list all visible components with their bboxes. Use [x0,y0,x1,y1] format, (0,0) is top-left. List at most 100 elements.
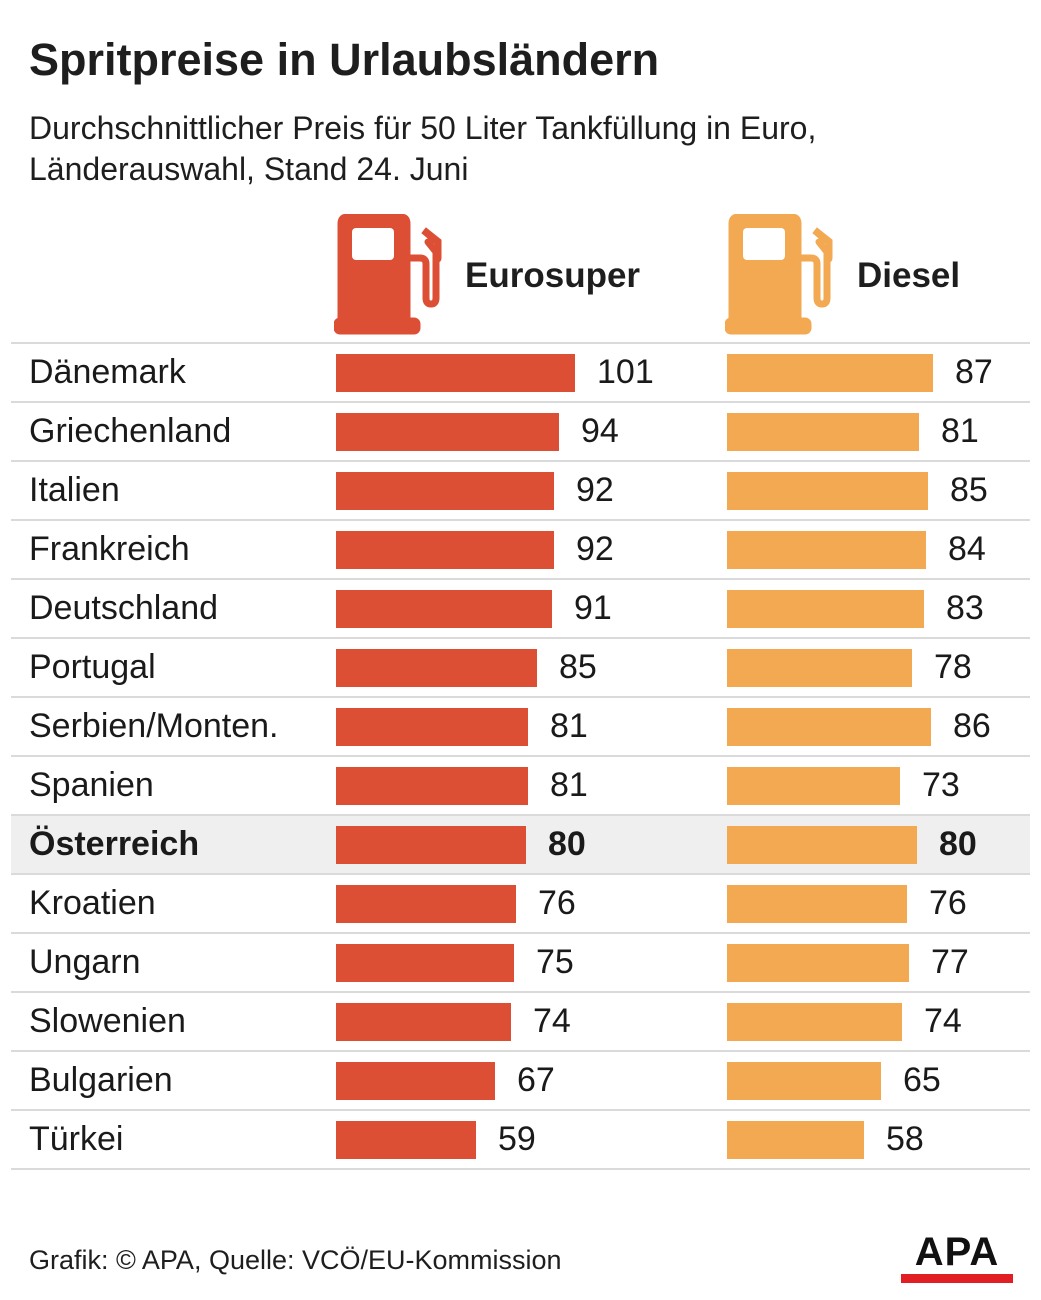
pump-hose [406,238,440,308]
category-label: Deutschland [29,589,219,627]
bar-eurosuper [336,708,528,746]
bar-diesel [727,413,919,451]
value-label-diesel: 84 [948,530,986,568]
chart-row: Österreich 80 80 [11,814,1030,873]
value-label-eurosuper: 74 [533,1002,571,1040]
bar-diesel [727,944,909,982]
value-label-eurosuper: 59 [498,1120,536,1158]
chart-row: Serbien/Monten. 81 86 [11,696,1030,755]
value-label-diesel: 81 [941,412,979,450]
category-label: Slowenien [29,1002,186,1040]
value-label-diesel: 80 [939,825,977,863]
category-label: Serbien/Monten. [29,707,279,745]
value-label-eurosuper: 94 [581,412,619,450]
bar-diesel [727,1003,902,1041]
value-label-diesel: 87 [955,353,993,391]
chart-row: Bulgarien 67 65 [11,1050,1030,1109]
chart-subtitle: Durchschnittlicher Preis für 50 Liter Ta… [29,110,817,187]
chart-row: Dänemark 101 87 [11,342,1030,401]
value-label-diesel: 77 [931,943,969,981]
chart-row: Griechenland 94 81 [11,401,1030,460]
category-label: Ungarn [29,943,141,981]
bar-eurosuper [336,1121,476,1159]
pump-nozzle [421,227,442,263]
value-label-diesel: 74 [924,1002,962,1040]
value-label-eurosuper: 91 [574,589,612,627]
value-label-diesel: 83 [946,589,984,627]
value-label-diesel: 85 [950,471,988,509]
value-label-eurosuper: 81 [550,766,588,804]
bar-diesel [727,1121,864,1159]
category-label: Österreich [29,825,200,863]
legend-diesel: Diesel [857,256,961,295]
chart-row: Deutschland 91 83 [11,578,1030,637]
bar-diesel [727,354,933,392]
pump-display [352,228,394,260]
category-label: Kroatien [29,884,156,922]
value-label-diesel: 86 [953,707,991,745]
value-label-eurosuper: 76 [538,884,576,922]
value-label-eurosuper: 75 [536,943,574,981]
chart-row: Kroatien 76 76 [11,873,1030,932]
legend-eurosuper: Eurosuper [465,256,641,295]
category-label: Bulgarien [29,1061,173,1099]
pump-nozzle [812,227,833,263]
value-label-eurosuper: 80 [548,825,586,863]
category-label: Spanien [29,766,154,804]
bar-eurosuper [336,1003,511,1041]
source-footer: Grafik: © APA, Quelle: VCÖ/EU-Kommission [29,1245,562,1275]
bar-diesel [727,590,924,628]
value-label-diesel: 78 [934,648,972,686]
bar-diesel [727,649,912,687]
chart-row: Türkei 59 58 [11,1109,1030,1170]
bar-diesel [727,826,917,864]
category-label: Türkei [29,1120,124,1158]
chart-row: Italien 92 85 [11,460,1030,519]
value-label-eurosuper: 92 [576,471,614,509]
value-label-eurosuper: 81 [550,707,588,745]
bar-diesel [727,767,900,805]
pump-display [743,228,785,260]
category-label: Frankreich [29,530,190,568]
bar-eurosuper [336,826,526,864]
chart-row: Portugal 85 78 [11,637,1030,696]
pump-hose [797,238,831,308]
chart-row: Ungarn 75 77 [11,932,1030,991]
bar-eurosuper [336,767,528,805]
bar-eurosuper [336,413,559,451]
category-label: Griechenland [29,412,232,450]
value-label-eurosuper: 67 [517,1061,555,1099]
apa-logo: APA [901,1232,1013,1283]
category-label: Portugal [29,648,156,686]
chart-row: Frankreich 92 84 [11,519,1030,578]
bar-diesel [727,708,931,746]
fuel-pump-icon [725,214,833,335]
value-label-eurosuper: 92 [576,530,614,568]
pump-base [725,317,812,335]
bar-eurosuper [336,885,516,923]
bar-eurosuper [336,1062,495,1100]
bar-eurosuper [336,590,552,628]
pump-base [334,317,421,335]
value-label-eurosuper: 101 [597,353,654,391]
bar-eurosuper [336,354,575,392]
value-label-diesel: 73 [922,766,960,804]
category-label: Italien [29,471,120,509]
apa-logo-text: APA [914,1230,1000,1274]
value-label-eurosuper: 85 [559,648,597,686]
bar-diesel [727,472,928,510]
bar-diesel [727,885,907,923]
value-label-diesel: 58 [886,1120,924,1158]
bar-eurosuper [336,531,554,569]
chart-title: Spritpreise in Urlaubsländern [29,34,660,85]
bar-eurosuper [336,649,537,687]
fuel-pump-icon [334,214,442,335]
bar-diesel [727,1062,881,1100]
bar-eurosuper [336,944,514,982]
category-label: Dänemark [29,353,186,391]
bar-diesel [727,531,926,569]
apa-logo-bar [901,1274,1013,1283]
bar-eurosuper [336,472,554,510]
chart-row: Spanien 81 73 [11,755,1030,814]
value-label-diesel: 76 [929,884,967,922]
